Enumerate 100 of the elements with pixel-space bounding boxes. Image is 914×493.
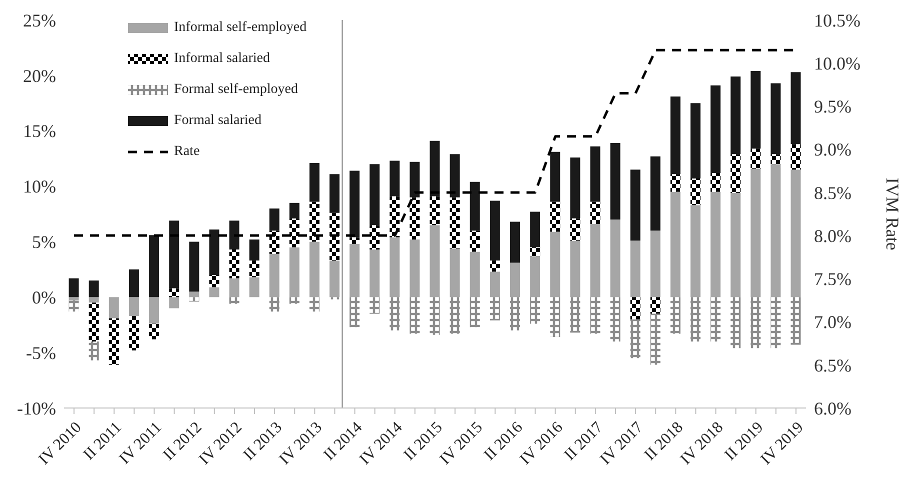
y-tick-label: 10% <box>23 176 56 197</box>
bar <box>770 164 781 298</box>
bar <box>229 249 240 278</box>
bar <box>88 302 99 342</box>
bar <box>710 172 721 192</box>
bar <box>690 178 700 206</box>
bar <box>128 316 139 350</box>
bar <box>770 154 781 164</box>
bar <box>590 146 600 202</box>
bar <box>108 318 119 365</box>
bar <box>790 170 801 298</box>
y-tick-label: -5% <box>26 342 56 363</box>
bar <box>209 274 220 288</box>
bar <box>410 197 420 240</box>
legend-label: Informal self-employed <box>174 20 307 36</box>
bar <box>590 224 600 298</box>
y-tick-label: 15% <box>23 121 56 142</box>
bar <box>108 297 119 318</box>
bar <box>790 72 801 144</box>
y-tick-label: 20% <box>23 66 56 86</box>
bar <box>189 242 200 292</box>
bar <box>350 244 360 298</box>
bar <box>249 239 260 261</box>
bar <box>128 297 139 316</box>
y2-tick-label: 8.5% <box>814 182 852 203</box>
bar <box>670 174 680 192</box>
bar <box>289 202 300 218</box>
bar <box>630 297 640 320</box>
bar <box>690 205 700 298</box>
bar <box>490 297 500 320</box>
bar <box>390 237 400 298</box>
bar <box>309 163 320 202</box>
bar <box>209 230 220 275</box>
bar <box>370 164 380 226</box>
bar <box>410 297 420 334</box>
bar <box>289 218 300 248</box>
y2-tick-label: 6.0% <box>814 398 852 418</box>
bar <box>390 297 400 330</box>
y-tick-label: -10% <box>17 398 56 418</box>
bar <box>790 297 801 345</box>
bar <box>790 144 801 170</box>
bar <box>750 70 761 149</box>
bar <box>450 154 460 198</box>
y-tick-label: 25% <box>23 10 56 30</box>
y2-tick-label: 9.5% <box>814 96 852 117</box>
y2-tick-label: 10.0% <box>814 54 860 74</box>
legend-label: Formal self-employed <box>174 82 298 98</box>
bar <box>530 247 540 256</box>
bar <box>229 220 240 250</box>
bar <box>570 218 580 241</box>
bar <box>770 297 781 348</box>
bar <box>410 239 420 298</box>
bar <box>350 297 360 328</box>
bar <box>570 297 580 333</box>
bar <box>610 220 620 298</box>
bar <box>610 143 620 220</box>
bar <box>169 220 180 288</box>
bar <box>330 260 340 298</box>
bar <box>189 292 200 298</box>
bar <box>229 278 240 298</box>
bar <box>430 140 440 196</box>
y2-tick-label: 8.0% <box>814 226 852 246</box>
bar <box>670 96 680 174</box>
bar <box>490 200 500 261</box>
bar <box>570 157 580 218</box>
bar <box>309 242 320 298</box>
bar <box>390 196 400 238</box>
y-tick-label: 5% <box>32 232 56 252</box>
bar <box>470 230 480 252</box>
bar <box>510 222 520 263</box>
bar <box>430 297 440 335</box>
bar <box>249 260 260 278</box>
bar <box>750 148 761 169</box>
legend-label: Rate <box>174 144 200 160</box>
bar <box>309 297 320 312</box>
bar <box>530 256 540 298</box>
bar <box>289 297 300 304</box>
bar <box>370 297 380 314</box>
bar <box>570 240 580 298</box>
bar <box>430 225 440 298</box>
bar <box>68 278 79 298</box>
bar <box>650 297 660 314</box>
y-tick-label: 0% <box>32 288 56 308</box>
bar <box>610 297 620 342</box>
bar <box>750 297 761 348</box>
bar <box>630 240 640 298</box>
bar <box>249 277 260 298</box>
bar <box>309 202 320 242</box>
y2-tick-label: 6.5% <box>814 355 852 376</box>
bar <box>350 170 360 238</box>
bar <box>149 235 160 298</box>
bar <box>590 202 600 224</box>
bar <box>550 297 560 338</box>
bar <box>149 297 160 324</box>
bar <box>710 192 721 298</box>
y2-tick-label: 7.0% <box>814 312 852 332</box>
bar <box>229 297 240 304</box>
bar <box>550 232 560 298</box>
bar <box>470 182 480 231</box>
bar <box>710 297 721 342</box>
